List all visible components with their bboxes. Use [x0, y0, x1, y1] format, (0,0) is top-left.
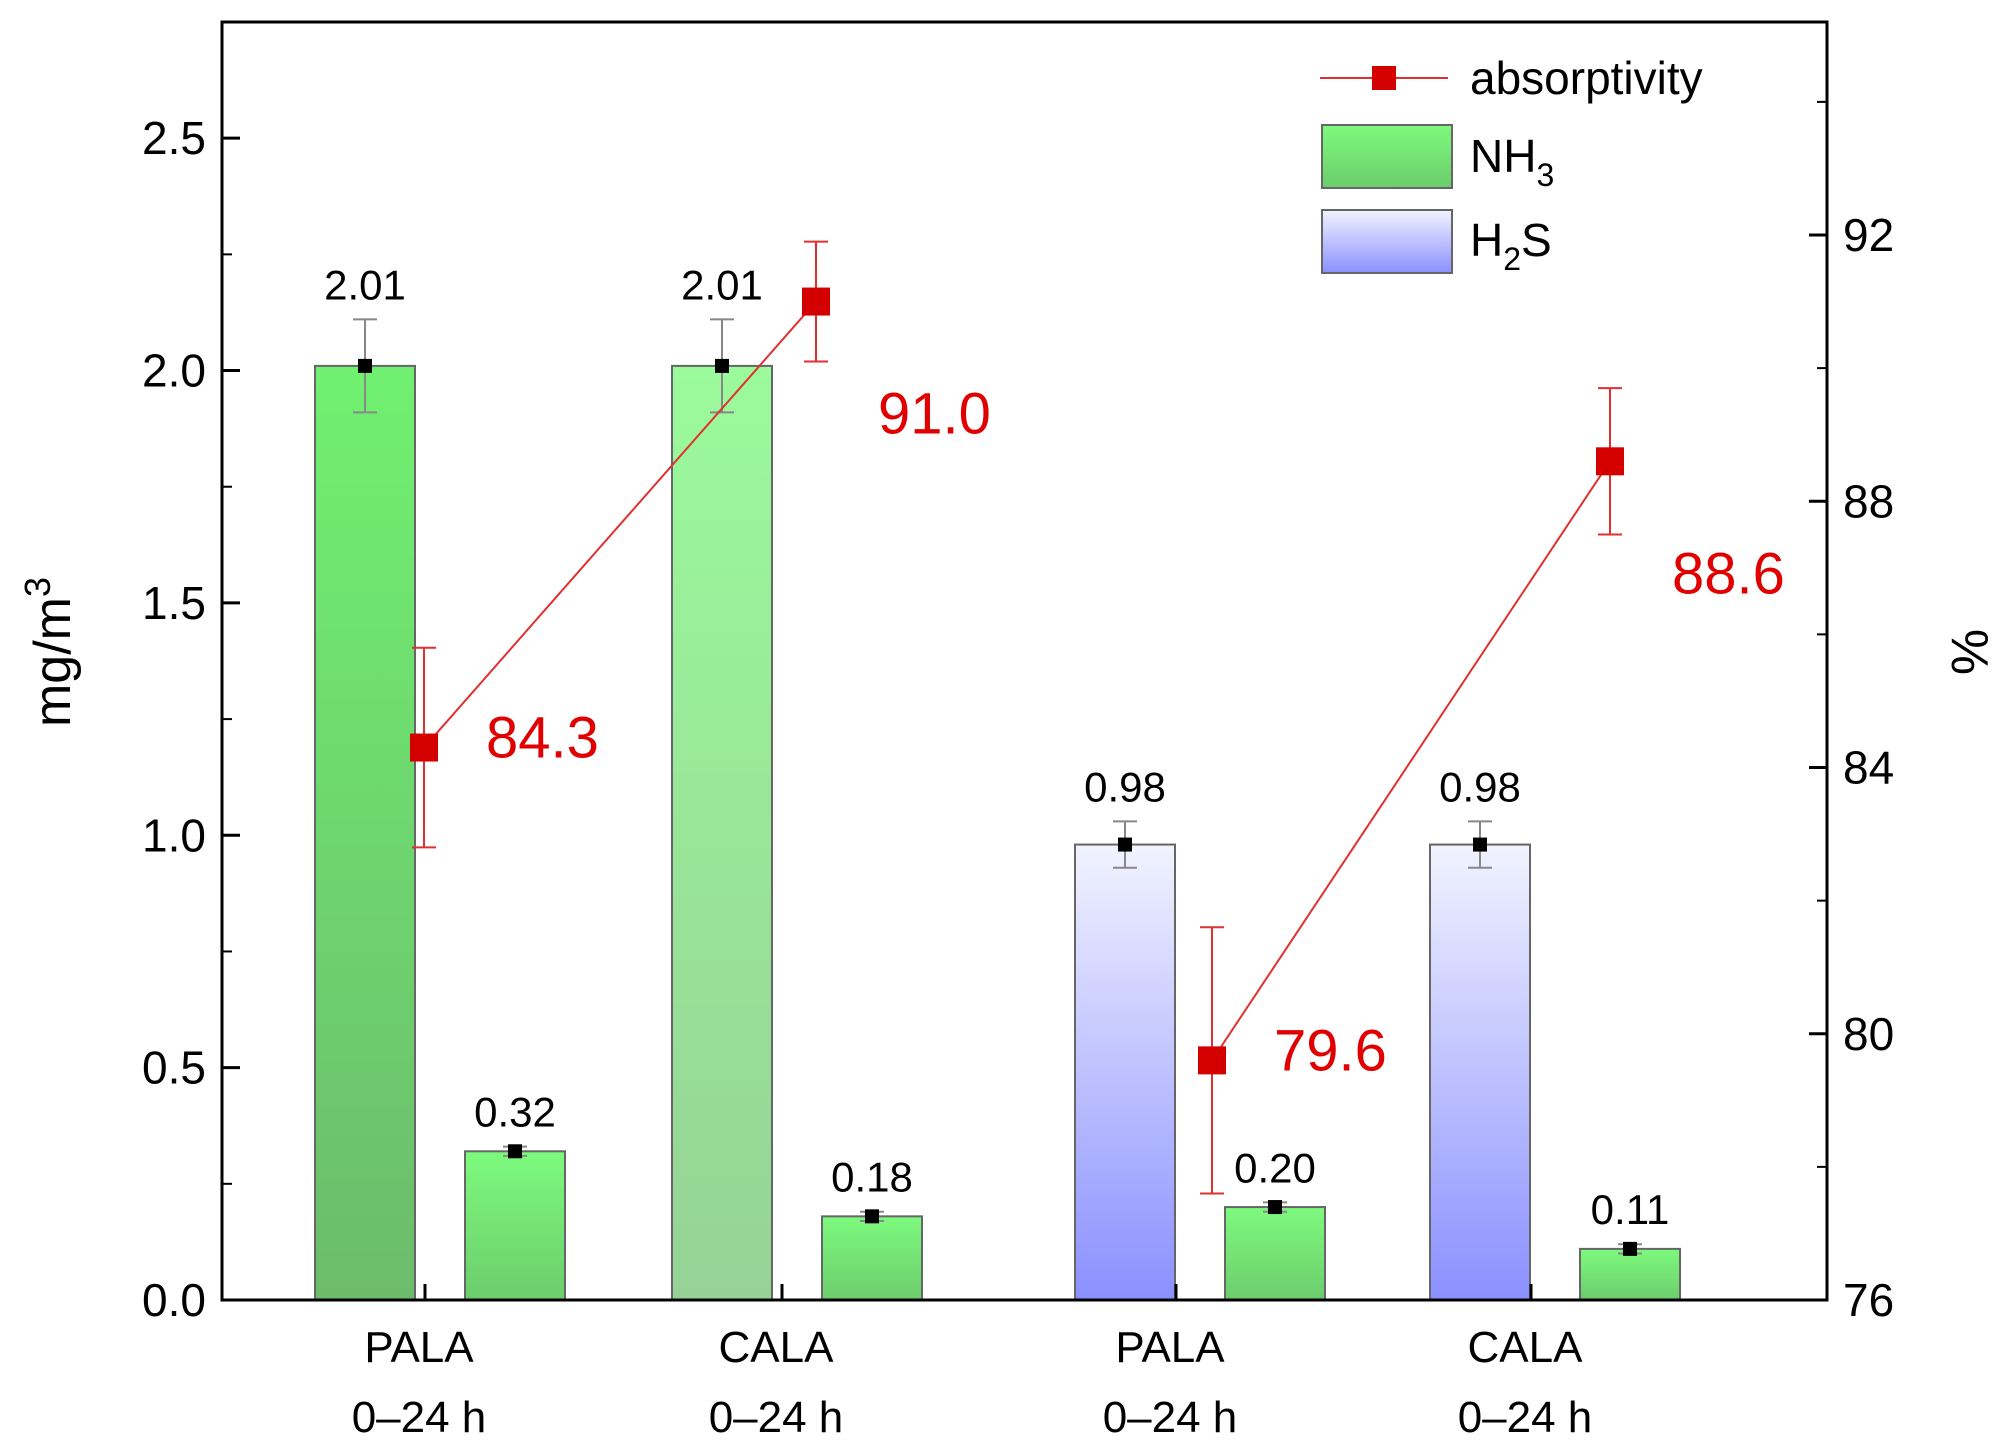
x-category-label-line1-2: PALA	[1115, 1323, 1225, 1372]
y-tick-label-0: 0.0	[142, 1274, 206, 1326]
legend-nh3-text: NH	[1470, 130, 1536, 182]
bar-0	[314, 364, 416, 1301]
bar-mean-marker-0	[358, 358, 372, 373]
x-category-label-line2-0: 0–24 h	[352, 1393, 487, 1442]
bar-value-label-4: 0.98	[1084, 763, 1166, 810]
y-tick-label-5: 2.5	[142, 112, 206, 164]
y-axis-title: mg/m3	[17, 577, 82, 727]
bar-mean-marker-3	[865, 1209, 879, 1224]
bar-value-label-6: 0.98	[1439, 763, 1521, 810]
y-tick-label-4: 2.0	[142, 345, 206, 397]
x-category-label-line1-1: CALA	[719, 1323, 835, 1372]
y2-tick-label-3: 88	[1843, 475, 1894, 527]
bar-value-label-7: 0.11	[1591, 1186, 1670, 1233]
y2-axis-title: %	[1940, 629, 1997, 675]
absorptivity-marker-0-1	[802, 287, 830, 316]
legend-h2s-label: H2S	[1470, 214, 1552, 277]
absorptivity-marker-1-1	[1596, 447, 1624, 476]
y2-tick-label-1: 80	[1843, 1008, 1894, 1060]
bar-value-label-3: 0.18	[831, 1154, 913, 1201]
legend-h2s-sub: 2	[1503, 241, 1521, 277]
bar-mean-marker-7	[1623, 1241, 1637, 1256]
axes-layer: 0.0 0.5 1.0 1.5 2.0 2.5 76 80 84 88 92 PALA 0–24 h CA…	[142, 20, 1894, 1442]
absorptivity-value-label-1-1: 88.6	[1672, 541, 1785, 606]
x-category-label-line1-0: PALA	[364, 1323, 474, 1372]
y-tick-label-2: 1.0	[142, 809, 206, 861]
bar-6	[1429, 843, 1531, 1301]
legend-h2s-swatch	[1321, 209, 1453, 274]
absorptivity-value-label-0-1: 91.0	[878, 382, 991, 447]
bar-value-label-1: 0.32	[474, 1089, 556, 1136]
x-category-label-line2-3: 0–24 h	[1458, 1393, 1593, 1442]
bar-2	[671, 364, 773, 1301]
bar-4	[1074, 843, 1176, 1301]
x-category-label-line1-3: CALA	[1468, 1323, 1584, 1372]
absorptivity-line-segment-1	[1211, 460, 1611, 1061]
y-tick-label-3: 1.5	[142, 577, 206, 629]
legend-nh3-label: NH3	[1470, 130, 1554, 193]
y-axis-title-text: mg/m	[24, 597, 82, 727]
y-axis-title-sup: 3	[17, 577, 58, 597]
plot-frame	[220, 20, 1829, 1302]
bars-layer: 2.01 0.32 2.01 0.18 0.98 0.20 0.98 0.11	[314, 261, 1681, 1302]
bar-1	[464, 1150, 566, 1301]
bar-5	[1224, 1206, 1326, 1302]
legend-absorptivity-marker	[1372, 66, 1396, 90]
legend-absorptivity-text: absorptivity	[1470, 52, 1703, 104]
absorptivity-layer: 84.3 91.0 79.6 88.6	[410, 240, 1785, 1195]
bar-7	[1579, 1247, 1681, 1302]
absorptivity-value-label-0-0: 84.3	[486, 706, 599, 771]
legend-nh3-swatch	[1321, 124, 1453, 189]
bar-value-label-5: 0.20	[1234, 1144, 1316, 1191]
legend-absorptivity-label: absorptivity	[1470, 52, 1703, 104]
absorptivity-line-segment-0	[423, 300, 817, 749]
bar-3	[821, 1215, 923, 1302]
absorptivity-value-label-1-0: 79.6	[1274, 1018, 1387, 1083]
y2-tick-label-4: 92	[1843, 209, 1894, 261]
bar-mean-marker-2	[715, 358, 729, 373]
axis-titles: mg/m3 %	[17, 577, 1997, 727]
legend-h2s-text: H	[1470, 214, 1503, 266]
legend-h2s-suffix: S	[1521, 214, 1552, 266]
bar-mean-marker-6	[1473, 837, 1487, 852]
bar-value-label-2: 2.01	[681, 261, 763, 308]
bar-mean-marker-4	[1118, 837, 1132, 852]
x-category-label-line2-2: 0–24 h	[1103, 1393, 1238, 1442]
legend-nh3-sub: 3	[1536, 157, 1554, 193]
y2-tick-label-2: 84	[1843, 742, 1894, 794]
legend: absorptivity NH3 H2S	[1320, 52, 1703, 277]
absorptivity-marker-0-0	[410, 733, 438, 762]
bar-mean-marker-5	[1268, 1200, 1282, 1215]
y2-tick-label-0: 76	[1843, 1274, 1894, 1326]
x-category-label-line2-1: 0–24 h	[709, 1393, 844, 1442]
y-tick-label-1: 0.5	[142, 1042, 206, 1094]
bar-mean-marker-1	[508, 1144, 522, 1159]
bar-value-label-0: 2.01	[324, 261, 406, 308]
absorptivity-marker-1-0	[1198, 1046, 1226, 1075]
